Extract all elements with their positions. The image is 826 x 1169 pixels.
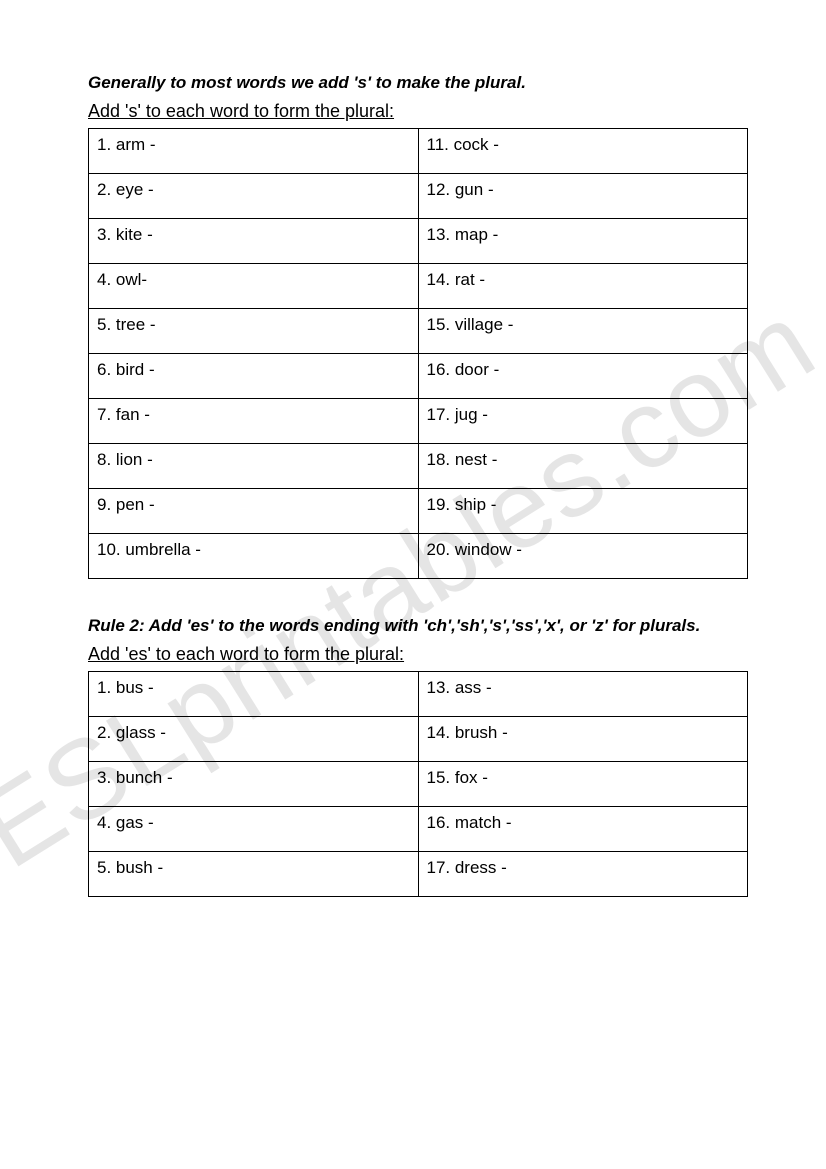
word-cell: 11. cock -	[418, 128, 748, 173]
word-cell: 15. village -	[418, 308, 748, 353]
word-cell: 14. brush -	[418, 716, 748, 761]
word-cell: 16. door -	[418, 353, 748, 398]
instruction-2: Add 'es' to each word to form the plural…	[88, 644, 748, 665]
word-cell: 17. jug -	[418, 398, 748, 443]
table-row: 5. bush -17. dress -	[89, 851, 748, 896]
table-row: 7. fan -17. jug -	[89, 398, 748, 443]
word-cell: 18. nest -	[418, 443, 748, 488]
table-row: 6. bird -16. door -	[89, 353, 748, 398]
word-cell: 1. bus -	[89, 671, 419, 716]
table-row: 2. eye -12. gun -	[89, 173, 748, 218]
word-cell: 13. map -	[418, 218, 748, 263]
word-cell: 14. rat -	[418, 263, 748, 308]
word-cell: 13. ass -	[418, 671, 748, 716]
word-cell: 5. tree -	[89, 308, 419, 353]
word-cell: 3. bunch -	[89, 761, 419, 806]
word-cell: 16. match -	[418, 806, 748, 851]
word-cell: 15. fox -	[418, 761, 748, 806]
rule-2-text: Rule 2: Add 'es' to the words ending wit…	[88, 615, 748, 638]
word-cell: 2. glass -	[89, 716, 419, 761]
instruction-1: Add 's' to each word to form the plural:	[88, 101, 748, 122]
word-cell: 8. lion -	[89, 443, 419, 488]
table-row: 4. owl-14. rat -	[89, 263, 748, 308]
word-cell: 3. kite -	[89, 218, 419, 263]
table-row: 1. arm -11. cock -	[89, 128, 748, 173]
word-cell: 5. bush -	[89, 851, 419, 896]
word-cell: 20. window -	[418, 533, 748, 578]
word-cell: 9. pen -	[89, 488, 419, 533]
word-cell: 6. bird -	[89, 353, 419, 398]
table-row: 2. glass -14. brush -	[89, 716, 748, 761]
table-plural-es: 1. bus -13. ass -2. glass -14. brush -3.…	[88, 671, 748, 897]
worksheet-page: Generally to most words we add 's' to ma…	[0, 0, 826, 897]
table-row: 8. lion -18. nest -	[89, 443, 748, 488]
table-row: 10. umbrella -20. window -	[89, 533, 748, 578]
word-cell: 2. eye -	[89, 173, 419, 218]
word-cell: 12. gun -	[418, 173, 748, 218]
table-row: 4. gas -16. match -	[89, 806, 748, 851]
word-cell: 1. arm -	[89, 128, 419, 173]
table-row: 1. bus -13. ass -	[89, 671, 748, 716]
rule-1-text: Generally to most words we add 's' to ma…	[88, 72, 748, 95]
word-cell: 4. gas -	[89, 806, 419, 851]
table-row: 3. bunch -15. fox -	[89, 761, 748, 806]
table-row: 3. kite -13. map -	[89, 218, 748, 263]
word-cell: 17. dress -	[418, 851, 748, 896]
word-cell: 4. owl-	[89, 263, 419, 308]
word-cell: 7. fan -	[89, 398, 419, 443]
table-plural-s: 1. arm -11. cock -2. eye -12. gun -3. ki…	[88, 128, 748, 579]
table-row: 9. pen -19. ship -	[89, 488, 748, 533]
table-row: 5. tree -15. village -	[89, 308, 748, 353]
word-cell: 19. ship -	[418, 488, 748, 533]
word-cell: 10. umbrella -	[89, 533, 419, 578]
